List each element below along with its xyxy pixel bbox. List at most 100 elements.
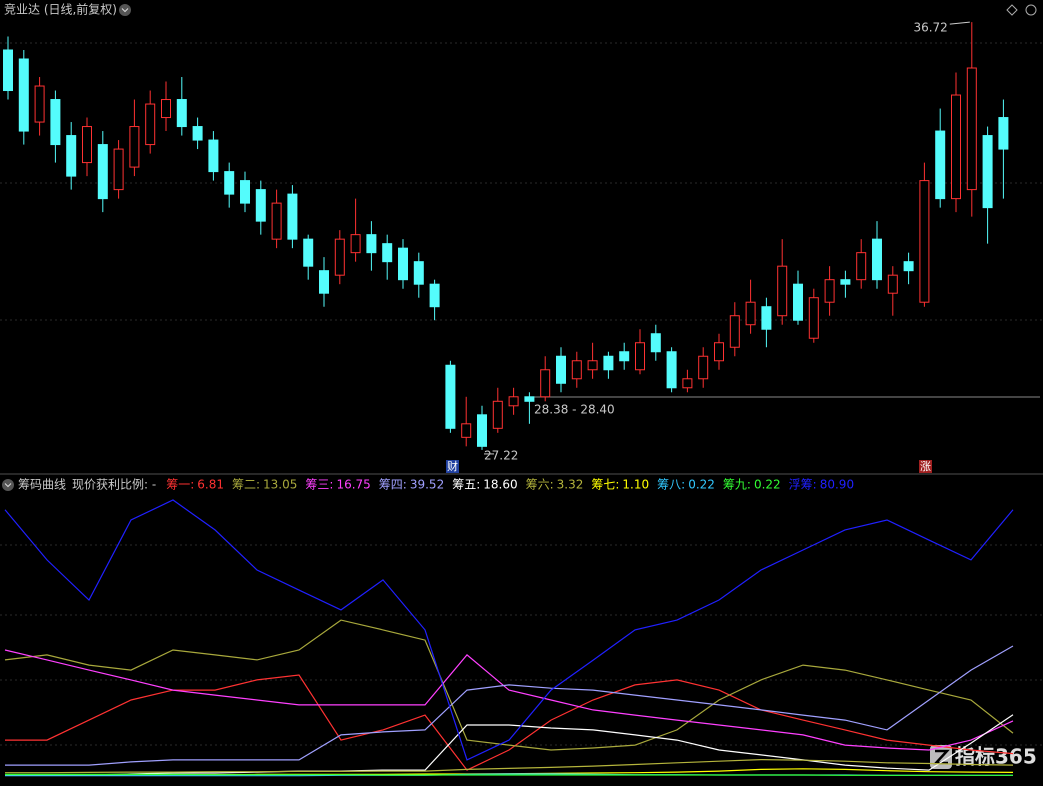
candle-body <box>145 103 156 146</box>
legend-label: 筹二: <box>232 478 260 492</box>
series-line <box>4 619 1014 751</box>
low-label: 27.22 <box>484 448 518 462</box>
legend-label: 筹七: <box>591 478 619 492</box>
candle-body <box>745 301 756 326</box>
arrow <box>949 21 970 25</box>
menu-button[interactable] <box>119 4 131 16</box>
candle-body <box>666 351 677 389</box>
candle-body <box>619 351 630 362</box>
candle-body <box>603 355 614 371</box>
candle-body <box>224 171 235 195</box>
legend-value: 18.60 <box>483 478 517 492</box>
legend-value: 80.90 <box>820 478 854 492</box>
candle-body <box>303 238 314 267</box>
legend-label: 筹三: <box>305 478 333 492</box>
candle-body <box>271 202 282 240</box>
candle-body <box>587 360 598 371</box>
candle-body <box>808 297 819 339</box>
legend-value: 0.22 <box>688 478 715 492</box>
candle-body <box>192 126 203 141</box>
panel-title: 筹码曲线 <box>18 478 66 492</box>
candle-body <box>413 261 424 285</box>
event-marker: 涨 <box>920 460 931 473</box>
legend-label: 筹六: <box>526 478 554 492</box>
candle-body <box>650 333 661 353</box>
grid <box>0 42 1043 746</box>
candle-body <box>714 342 724 362</box>
candle-body <box>176 99 187 128</box>
candle-body <box>398 247 408 281</box>
series-line <box>4 499 1014 761</box>
series-line <box>4 649 1014 751</box>
candle-body <box>113 148 124 191</box>
panel-subtitle: 现价获利比例: - <box>72 478 156 492</box>
legend-value: 6.81 <box>197 478 224 492</box>
legend-value: 3.32 <box>557 478 584 492</box>
candle-body <box>840 279 851 285</box>
series-line <box>5 773 1013 776</box>
event-marker-box <box>446 460 459 473</box>
candle-body <box>461 423 472 438</box>
legend-value: 13.05 <box>263 478 297 492</box>
candle-body <box>919 180 930 303</box>
legend-value: 1.10 <box>622 478 649 492</box>
candle-body <box>82 126 92 164</box>
series-line <box>5 758 1014 774</box>
legend-label: 筹一: <box>166 478 194 492</box>
legend-value: 39.52 <box>410 478 444 492</box>
candle-body <box>492 400 503 429</box>
candle-body <box>97 144 108 200</box>
range-label: 28.38 - 28.40 <box>534 403 615 417</box>
candle-body <box>982 135 993 209</box>
candle-body <box>698 355 709 380</box>
legend-label: 筹五: <box>452 478 480 492</box>
candle-body <box>50 99 61 146</box>
legend-label: 筹九: <box>723 478 751 492</box>
candle-body <box>445 364 456 429</box>
candle-body <box>872 238 882 281</box>
indicator-menu-button[interactable] <box>2 479 14 491</box>
candle-body <box>887 274 898 294</box>
candle-body <box>777 265 788 317</box>
candle-body <box>382 243 393 263</box>
candle-body <box>350 234 361 254</box>
candle-body <box>18 58 29 132</box>
legend-value: 0.22 <box>754 478 781 492</box>
series-line <box>5 714 1014 776</box>
candle-body <box>793 283 803 321</box>
candle-body <box>903 261 914 272</box>
candle-body <box>761 306 772 330</box>
candle-body <box>161 99 171 119</box>
candle-body <box>951 94 961 200</box>
toolbar-icons[interactable] <box>1006 4 1037 16</box>
high-label: 36.72 <box>913 21 947 35</box>
candle-body <box>540 369 551 398</box>
candle-body <box>66 135 77 177</box>
series-line <box>5 645 1014 766</box>
candle-body <box>508 396 519 407</box>
candle-body <box>682 378 693 389</box>
watermark-logo <box>930 745 952 769</box>
candle-body <box>998 117 1009 150</box>
candle-body <box>729 315 740 348</box>
candle-body <box>856 252 867 281</box>
candle-body <box>935 130 946 200</box>
candle-body <box>556 355 566 384</box>
candle-body <box>287 193 298 240</box>
legend-label: 浮筹: <box>789 478 817 492</box>
legend-value: 16.75 <box>336 478 370 492</box>
candle-body <box>366 234 377 254</box>
candle-body <box>477 414 487 447</box>
candle-body <box>34 85 45 123</box>
chart-title: 竞业达 (日线,前复权) <box>4 2 117 17</box>
candle-body <box>429 283 440 308</box>
candle-body <box>966 67 977 191</box>
legend-label: 筹四: <box>379 478 407 492</box>
candle-body <box>524 396 535 402</box>
candle-body <box>129 126 140 168</box>
candle-body <box>3 49 13 92</box>
legend-label: 筹八: <box>657 478 685 492</box>
